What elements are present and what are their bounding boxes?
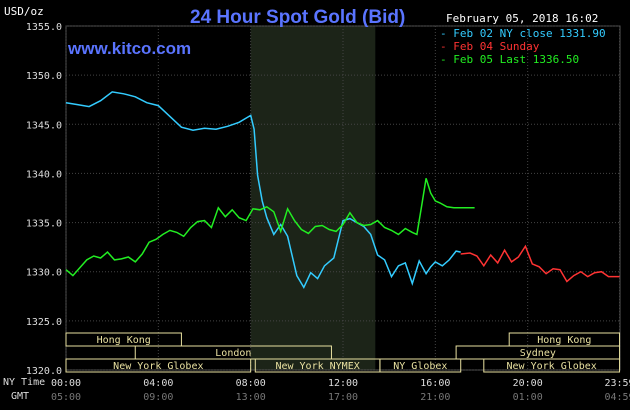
legend-entry-ny-close: - Feb 02 NY close 1331.90 [440, 27, 606, 40]
market-session-label: NY Globex [393, 361, 447, 372]
x-tick-label-ny: 04:00 [143, 378, 173, 389]
site-link[interactable]: www.kitco.com [68, 39, 192, 58]
x-tick-label-ny: 00:00 [51, 378, 81, 389]
chart-date: February 05, 2018 16:02 [446, 12, 599, 25]
y-tick-label: 1350.0 [26, 71, 62, 82]
market-session-label: Hong Kong [97, 335, 151, 346]
x-tick-label-gmt: 09:00 [143, 392, 173, 403]
market-session-label: Hong Kong [537, 335, 591, 346]
x-tick-label-gmt: 01:00 [513, 392, 543, 403]
y-tick-label: 1335.0 [26, 219, 62, 230]
market-session-box [65, 358, 252, 373]
x-tick-label-ny: 08:00 [236, 378, 266, 389]
x-tick-label-ny: 20:00 [513, 378, 543, 389]
y-tick-label: 1325.0 [26, 317, 62, 328]
y-axis-unit: USD/oz [4, 5, 44, 18]
chart-title: 24 Hour Spot Gold (Bid) [190, 7, 406, 28]
session-highlight [250, 26, 376, 370]
legend-entry-sunday: - Feb 04 Sunday [440, 40, 540, 53]
x-tick-label-gmt: 13:00 [236, 392, 266, 403]
series-line-0 [65, 91, 461, 290]
market-session-label: New York Globex [507, 361, 597, 372]
market-session-label: New York Globex [113, 361, 203, 372]
legend-entry-last: - Feb 05 Last 1336.50 [440, 53, 580, 66]
x-tick-label-gmt: 17:00 [328, 392, 358, 403]
y-tick-label: 1355.0 [26, 22, 62, 33]
market-session-box [483, 358, 621, 373]
y-tick-label: 1340.0 [26, 169, 62, 180]
market-session-label: London [215, 348, 251, 359]
y-tick-label: 1320.0 [26, 366, 62, 377]
ny-time-label: NY Time [3, 377, 46, 388]
market-session-label: New York NYMEX [275, 361, 359, 372]
x-tick-label-ny: 23:59 [604, 378, 630, 389]
y-tick-label: 1345.0 [26, 120, 62, 131]
market-session-label: Sydney [520, 348, 556, 359]
y-tick-label: 1330.0 [26, 268, 62, 279]
gmt-label: GMT [11, 391, 30, 402]
x-tick-label-ny: 12:00 [328, 378, 358, 389]
series-line-2 [65, 178, 475, 277]
x-tick-label-ny: 16:00 [420, 378, 450, 389]
x-tick-label-gmt: 21:00 [420, 392, 450, 403]
series-line-1 [460, 244, 620, 283]
market-session-box [65, 332, 182, 347]
x-tick-label-gmt: 05:00 [51, 392, 81, 403]
market-session-box [379, 358, 462, 373]
x-tick-label-gmt: 04:59 [604, 392, 630, 403]
